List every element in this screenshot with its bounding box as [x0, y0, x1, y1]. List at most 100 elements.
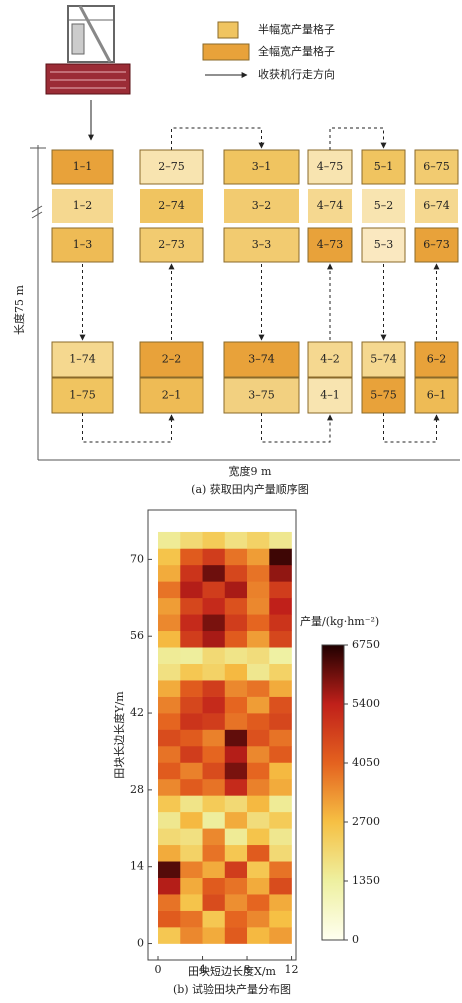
cell-label: 6–73: [423, 238, 450, 251]
heat-cell: [269, 614, 292, 631]
heat-cell: [269, 581, 292, 598]
heat-cell: [247, 746, 270, 763]
heat-cell: [225, 746, 248, 763]
heat-cell: [225, 532, 248, 549]
heat-cell: [225, 697, 248, 714]
heat-cell: [180, 548, 203, 565]
heat-cell: [158, 878, 181, 895]
heat-cell: [247, 878, 270, 895]
heat-cell: [180, 812, 203, 829]
colorbar-tick-label: 5400: [352, 697, 380, 710]
heat-cell: [225, 878, 248, 895]
heat-cell: [158, 581, 181, 598]
heat-cell: [158, 598, 181, 615]
heat-cell: [269, 911, 292, 928]
heat-cell: [180, 894, 203, 911]
heat-cell: [158, 548, 181, 565]
heat-cell: [203, 697, 226, 714]
colorbar-tick-label: 0: [352, 933, 359, 946]
heat-cell: [247, 828, 270, 845]
cell-label: 4–1: [320, 389, 340, 402]
heat-cell: [269, 861, 292, 878]
cell-label: 5–3: [374, 238, 394, 251]
heat-cell: [269, 565, 292, 582]
heat-cell: [269, 697, 292, 714]
heat-cell: [203, 779, 226, 796]
heat-cell: [203, 927, 226, 944]
heat-cell: [158, 697, 181, 714]
turn-arrow: [262, 413, 331, 442]
heat-cell: [158, 730, 181, 747]
heat-cell: [247, 631, 270, 648]
heat-cell: [247, 713, 270, 730]
heat-cell: [225, 911, 248, 928]
heat-cell: [158, 746, 181, 763]
heat-cell: [158, 911, 181, 928]
heat-cell: [247, 894, 270, 911]
heat-cell: [203, 647, 226, 664]
heat-cell: [180, 598, 203, 615]
heat-cell: [225, 647, 248, 664]
x-tick-label: 4: [199, 963, 206, 976]
heat-cell: [225, 614, 248, 631]
heat-cell: [225, 779, 248, 796]
turn-arrow: [384, 413, 437, 442]
cell-label: 2–74: [158, 199, 185, 212]
heat-cell: [203, 614, 226, 631]
figure: 半幅宽产量格子 全幅宽产量格子 收获机行走方向 长度75 m 宽度9 m (a)…: [0, 0, 462, 999]
heat-cell: [269, 762, 292, 779]
y-tick-label: 42: [130, 706, 144, 719]
colorbar-tick-label: 1350: [352, 874, 380, 887]
heat-cell: [180, 911, 203, 928]
heat-cell: [269, 548, 292, 565]
turn-arrow: [330, 128, 384, 150]
colorbar-tick-label: 6750: [352, 638, 380, 651]
heat-cell: [269, 878, 292, 895]
heat-cell: [225, 812, 248, 829]
cell-label: 5–74: [370, 353, 397, 366]
heat-cell: [247, 845, 270, 862]
turn-arrow: [172, 128, 262, 150]
heat-cell: [180, 927, 203, 944]
heat-cell: [203, 565, 226, 582]
heat-cell: [247, 911, 270, 928]
cell-label: 3–74: [248, 353, 275, 366]
heat-cell: [247, 762, 270, 779]
heat-cell: [269, 845, 292, 862]
heat-cell: [158, 894, 181, 911]
heat-cell: [180, 845, 203, 862]
heat-cell: [203, 828, 226, 845]
heat-cell: [247, 680, 270, 697]
heat-cell: [203, 762, 226, 779]
cell-label: 1–3: [73, 238, 93, 251]
heat-cell: [180, 631, 203, 648]
heat-cell: [203, 680, 226, 697]
cell-label: 6–1: [427, 389, 447, 402]
heat-cell: [180, 795, 203, 812]
heat-cell: [225, 548, 248, 565]
length-label: 长度75 m: [12, 284, 26, 334]
y-tick-label: 14: [130, 860, 144, 873]
heat-cell: [247, 812, 270, 829]
heat-cell: [269, 532, 292, 549]
cell-label: 3–75: [248, 389, 275, 402]
heat-cell: [247, 598, 270, 615]
heat-cell: [180, 680, 203, 697]
legend-label: 全幅宽产量格子: [258, 44, 335, 58]
legend-swatch-half: [218, 22, 238, 38]
heat-cell: [180, 779, 203, 796]
heat-cell: [203, 598, 226, 615]
heat-cell: [158, 664, 181, 681]
heat-cell: [269, 664, 292, 681]
legend-label: 收获机行走方向: [258, 67, 335, 81]
cell-label: 2–73: [158, 238, 185, 251]
heat-cell: [203, 878, 226, 895]
heat-cell: [158, 565, 181, 582]
heat-cell: [158, 828, 181, 845]
heat-cell: [247, 779, 270, 796]
heat-cell: [180, 861, 203, 878]
cell-label: 2–2: [162, 353, 182, 366]
heat-cell: [180, 697, 203, 714]
colorbar-label: 产量/(kg·hm⁻²): [300, 614, 379, 628]
cell-label: 4–2: [320, 353, 340, 366]
